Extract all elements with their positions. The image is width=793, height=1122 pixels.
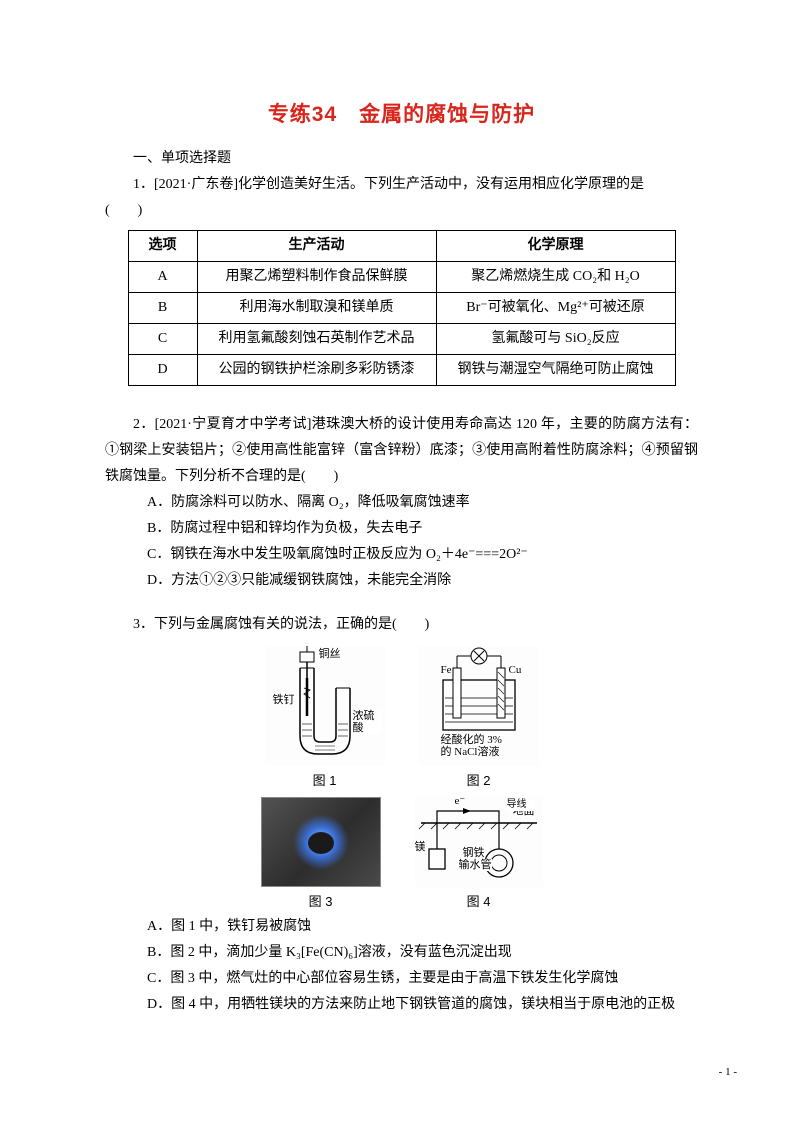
figure-2: Fe Cu 经酸化的 3% 的 NaCl溶液 图 2 [419, 646, 539, 789]
fig4-label-pipe1: 钢铁 [463, 847, 485, 859]
table-cell: C [128, 324, 197, 355]
table-header: 选项 [128, 231, 197, 262]
figure-2-caption: 图 2 [467, 770, 491, 789]
table-row: D 公园的钢铁护栏涂刷多彩防锈漆 钢铁与潮湿空气隔绝可防止腐蚀 [128, 355, 675, 386]
q3-option-d: D．图 4 中，用牺牲镁块的方法来防止地下钢铁管道的腐蚀，镁块相当于原电池的正极 [105, 992, 698, 1018]
q1-table: 选项 生产活动 化学原理 A 用聚乙烯塑料制作食品保鲜膜 聚乙烯燃烧生成 CO₂… [128, 230, 676, 386]
table-row: 选项 生产活动 化学原理 [128, 231, 675, 262]
q2-option-c: C．钢铁在海水中发生吸氧腐蚀时正极反应为 O₂＋4e⁻===2O²⁻ [105, 542, 698, 568]
table-cell: D [128, 355, 197, 386]
q3-option-c: C．图 3 中，燃气灶的中心部位容易生锈，主要是由于高温下铁发生化学腐蚀 [105, 966, 698, 992]
table-cell: 聚乙烯燃烧生成 CO₂和 H₂O [436, 262, 675, 293]
q3-option-a: A．图 1 中，铁钉易被腐蚀 [105, 914, 698, 940]
table-cell: 钢铁与潮湿空气隔绝可防止腐蚀 [436, 355, 675, 386]
table-cell: 公园的钢铁护栏涂刷多彩防锈漆 [197, 355, 436, 386]
table-row: B 利用海水制取溴和镁单质 Br⁻可被氧化、Mg²⁺可被还原 [128, 293, 675, 324]
section-heading: 一、单项选择题 [105, 146, 698, 172]
q2-option-a: A．防腐涂料可以防水、隔离 O₂，降低吸氧腐蚀速率 [105, 490, 698, 516]
figure-3: 图 3 [261, 797, 381, 910]
fig4-label-lead: 导线 [507, 799, 535, 811]
fig2-label-sol2: 的 NaCl溶液 [441, 746, 500, 758]
figure-4-diagram: 镁 e⁻ 地面 导线 钢铁 输水管 [415, 797, 543, 887]
table-row: C 利用氢氟酸刻蚀石英制作艺术品 氢氟酸可与 SiO₂反应 [128, 324, 675, 355]
page-number: - 1 - [719, 1066, 737, 1078]
fig1-label-acid: 浓硫酸 [353, 710, 381, 734]
table-cell: B [128, 293, 197, 324]
fig4-label-e: e⁻ [455, 795, 466, 807]
table-cell: 利用海水制取溴和镁单质 [197, 293, 436, 324]
page-title: 专练34 金属的腐蚀与防护 [105, 98, 698, 128]
q2-stem: 2．[2021·宁夏育才中学考试]港珠澳大桥的设计使用寿命高达 120 年，主要… [105, 412, 698, 490]
figure-1: 铜丝 铁钉 浓硫酸 图 1 [265, 646, 385, 789]
figure-4: 镁 e⁻ 地面 导线 钢铁 输水管 图 4 [415, 797, 543, 910]
fig2-label-cu: Cu [509, 664, 522, 676]
fig2-label-sol1: 经酸化的 3% [441, 734, 502, 746]
fig1-label-nail: 铁钉 [273, 694, 295, 706]
table-cell: 用聚乙烯塑料制作食品保鲜膜 [197, 262, 436, 293]
gas-stove-icon [261, 797, 381, 887]
q3-stem: 3．下列与金属腐蚀有关的说法，正确的是( ) [105, 612, 698, 638]
fig2-label-fe: Fe [441, 664, 452, 676]
fig4-label-mg: 镁 [415, 841, 426, 853]
fig4-label-pipe2: 输水管 [459, 859, 492, 871]
figure-4-caption: 图 4 [467, 891, 491, 910]
q1-stem-line2: ( ) [105, 198, 698, 224]
q2-option-b: B．防腐过程中铝和锌均作为负极，失去电子 [105, 516, 698, 542]
table-header: 化学原理 [436, 231, 675, 262]
table-cell: 利用氢氟酸刻蚀石英制作艺术品 [197, 324, 436, 355]
figure-3-caption: 图 3 [309, 891, 333, 910]
figure-1-caption: 图 1 [313, 770, 337, 789]
table-header: 生产活动 [197, 231, 436, 262]
q1-stem-line1: 1．[2021·广东卷]化学创造美好生活。下列生产活动中，没有运用相应化学原理的… [105, 172, 698, 198]
table-row: A 用聚乙烯塑料制作食品保鲜膜 聚乙烯燃烧生成 CO₂和 H₂O [128, 262, 675, 293]
table-cell: A [128, 262, 197, 293]
q3-figure-row-2: 图 3 [105, 797, 698, 910]
figure-2-diagram: Fe Cu 经酸化的 3% 的 NaCl溶液 [419, 646, 539, 766]
q2-option-d: D．方法①②③只能减缓钢铁腐蚀，未能完全消除 [105, 568, 698, 594]
q3-figure-row-1: 铜丝 铁钉 浓硫酸 图 1 [105, 646, 698, 789]
table-cell: Br⁻可被氧化、Mg²⁺可被还原 [436, 293, 675, 324]
q3-option-b: B．图 2 中，滴加少量 K₃[Fe(CN)₆]溶液，没有蓝色沉淀出现 [105, 940, 698, 966]
figure-1-diagram: 铜丝 铁钉 浓硫酸 [265, 646, 385, 766]
table-cell: 氢氟酸可与 SiO₂反应 [436, 324, 675, 355]
page: 专练34 金属的腐蚀与防护 一、单项选择题 1．[2021·广东卷]化学创造美好… [0, 0, 793, 1122]
figure-3-image [261, 797, 381, 887]
fig1-label-wire: 铜丝 [319, 648, 341, 660]
